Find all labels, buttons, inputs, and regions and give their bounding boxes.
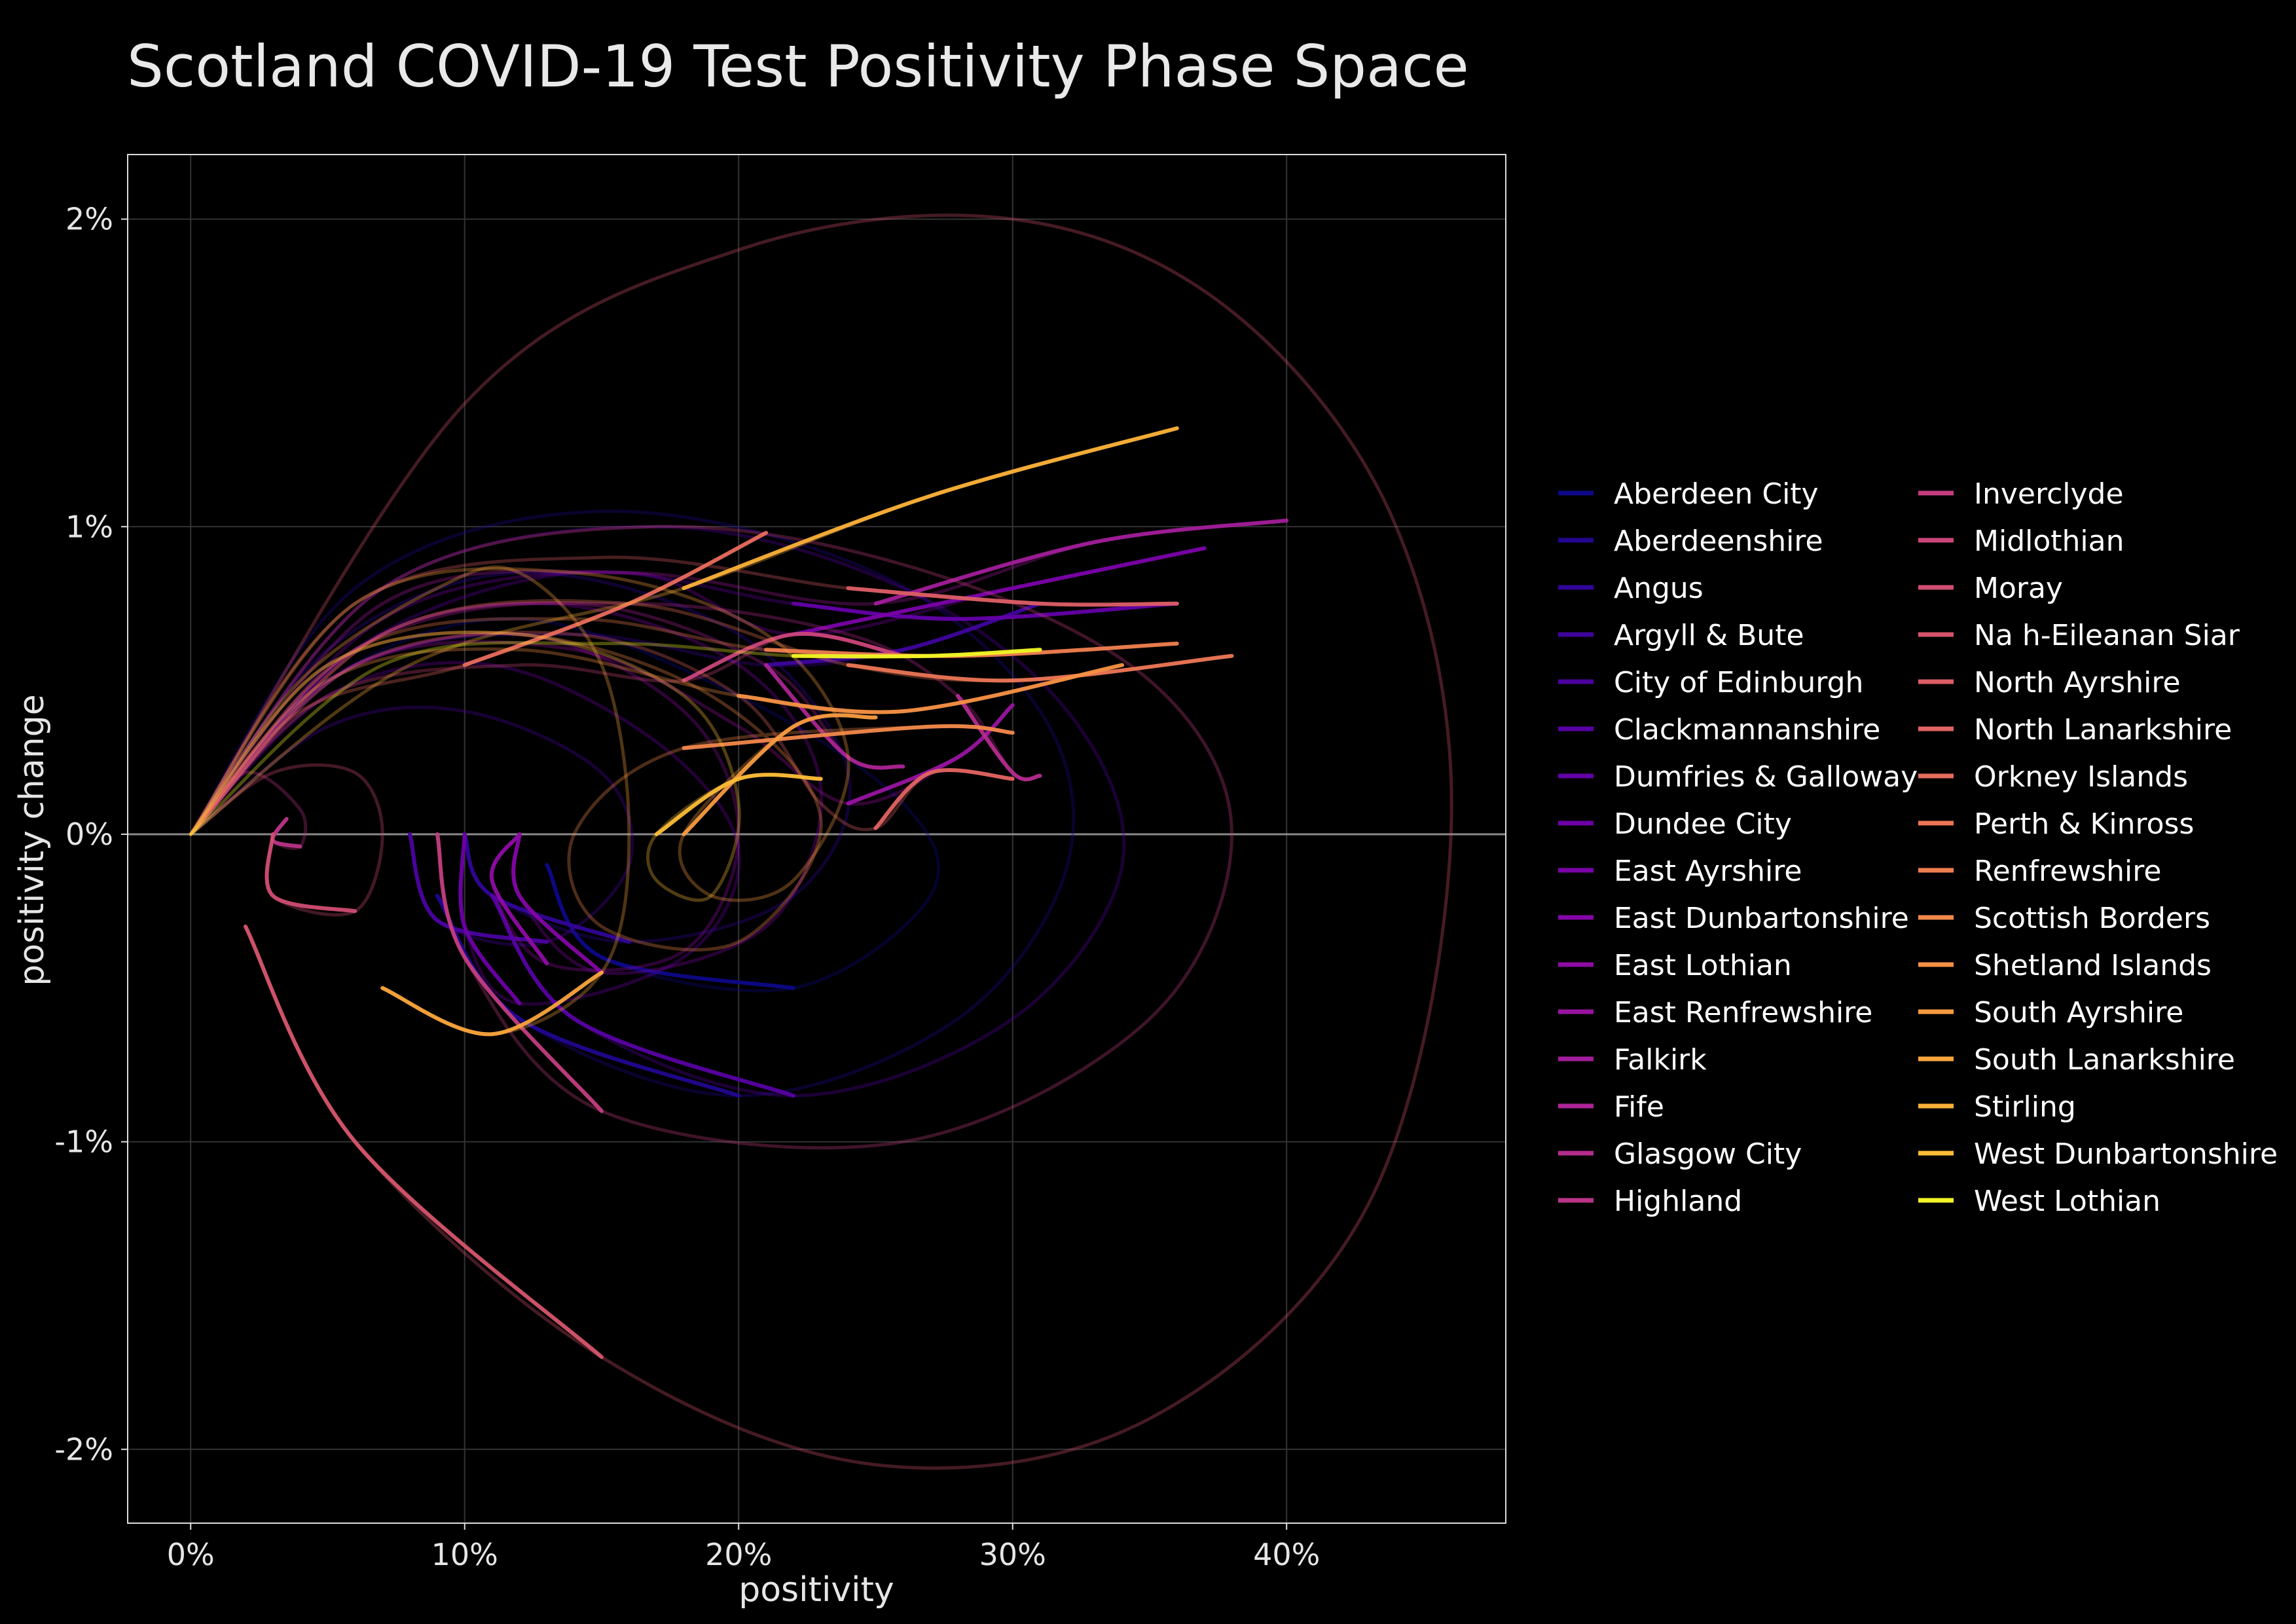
series-recent-midlothian bbox=[682, 631, 905, 683]
axis-ticks: 0% 10% 20% 30% 40% 2% 1% 0% -1% -2% bbox=[54, 202, 1320, 1572]
y-tick-label-4: -2% bbox=[54, 1431, 113, 1467]
legend-label-argyll-bute: Argyll & Bute bbox=[1614, 619, 1804, 652]
series-recent-stirling bbox=[682, 426, 1179, 591]
legend-label-south-ayrshire: South Ayrshire bbox=[1974, 996, 2183, 1029]
legend-label-clackmannanshire: Clackmannanshire bbox=[1614, 713, 1880, 747]
plot-panel-border bbox=[127, 154, 1506, 1524]
legend-label-falkirk: Falkirk bbox=[1614, 1043, 1707, 1077]
y-tick-label-1: 1% bbox=[65, 509, 113, 544]
series-recent-north-lanarkshire bbox=[873, 767, 1015, 830]
series-recent-perth-kinross bbox=[846, 654, 1234, 683]
series-recent-east-lothian bbox=[489, 832, 549, 966]
chart-title: Scotland COVID-19 Test Positivity Phase … bbox=[127, 33, 1469, 100]
series-line-north-lanarkshire bbox=[189, 631, 1015, 836]
legend-label-east-dunbartonshire: East Dunbartonshire bbox=[1614, 902, 1909, 935]
x-tick-label-3: 30% bbox=[979, 1537, 1046, 1572]
series-recent-na-h-eileanan-siar bbox=[244, 924, 604, 1359]
series-recent-city-of-edinburgh bbox=[408, 832, 549, 944]
series-line-glasgow-city bbox=[189, 601, 1042, 836]
series-line-west-dunbartonshire bbox=[189, 631, 823, 902]
legend-label-city-of-edinburgh: City of Edinburgh bbox=[1614, 666, 1863, 699]
series-line-clackmannanshire bbox=[189, 525, 1126, 1098]
series-recent-west-dunbartonshire bbox=[654, 773, 823, 836]
legend-label-midlothian: Midlothian bbox=[1974, 525, 2124, 558]
y-tick-label-0: 2% bbox=[65, 202, 113, 237]
legend-label-na-h-eileanan-siar: Na h-Eileanan Siar bbox=[1974, 619, 2240, 652]
legend-label-dumfries-galloway: Dumfries & Galloway bbox=[1614, 760, 1918, 794]
grid-lines bbox=[128, 155, 1506, 1523]
legend-label-aberdeenshire: Aberdeenshire bbox=[1614, 525, 1823, 558]
series-line-angus bbox=[189, 571, 852, 944]
legend[interactable]: Aberdeen City Aberdeenshire Angus Argyll & … bbox=[1558, 477, 2278, 1218]
legend-label-renfrewshire: Renfrewshire bbox=[1974, 855, 2161, 888]
legend-label-north-ayrshire: North Ayrshire bbox=[1974, 666, 2181, 699]
series-line-aberdeen-city bbox=[189, 617, 941, 993]
legend-label-east-lothian: East Lothian bbox=[1614, 949, 1792, 982]
series-recent-north-ayrshire bbox=[846, 586, 1179, 607]
series-line-dundee-city bbox=[189, 661, 741, 1006]
legend-label-fife: Fife bbox=[1614, 1090, 1664, 1124]
legend-label-scottish-borders: Scottish Borders bbox=[1974, 902, 2210, 935]
legend-label-perth-kinross: Perth & Kinross bbox=[1974, 807, 2194, 841]
series-recent-east-dunbartonshire bbox=[511, 832, 604, 975]
series-recent-orkney-islands bbox=[462, 530, 769, 667]
x-tick-label-2: 20% bbox=[705, 1537, 772, 1572]
series-recent-east-ayrshire bbox=[791, 546, 1207, 637]
series-line-south-lanarkshire bbox=[189, 565, 631, 1036]
series-line-aberdeenshire bbox=[189, 509, 1076, 1098]
legend-label-angus: Angus bbox=[1614, 572, 1704, 605]
series-recent-aberdeen-city bbox=[545, 862, 795, 990]
legend-label-highland: Highland bbox=[1614, 1185, 1742, 1218]
series-recent-glasgow-city bbox=[956, 693, 1042, 782]
y-axis-title: positivity change bbox=[12, 694, 52, 986]
legend-label-orkney-islands: Orkney Islands bbox=[1974, 760, 2188, 794]
legend-label-north-lanarkshire: North Lanarkshire bbox=[1974, 713, 2232, 747]
legend-label-dundee-city: Dundee City bbox=[1614, 807, 1792, 841]
series-line-na-h-eileanan-siar bbox=[189, 213, 1453, 1470]
series-recent-moray bbox=[264, 832, 357, 913]
series-recent-south-ayrshire bbox=[682, 713, 878, 836]
legend-label-west-dunbartonshire: West Dunbartonshire bbox=[1974, 1137, 2278, 1171]
legend-label-south-lanarkshire: South Lanarkshire bbox=[1974, 1043, 2235, 1077]
legend-label-shetland-islands: Shetland Islands bbox=[1974, 949, 2212, 982]
legend-label-east-renfrewshire: East Renfrewshire bbox=[1614, 996, 1872, 1029]
series-line-scottish-borders bbox=[189, 631, 1015, 952]
series-recent-east-renfrewshire bbox=[846, 703, 1015, 805]
series-recent-west-lothian bbox=[791, 648, 1042, 659]
series-recent-scottish-borders bbox=[682, 724, 1015, 750]
legend-label-moray: Moray bbox=[1974, 572, 2063, 605]
series-recent-fife bbox=[764, 663, 905, 770]
x-tick-label-4: 40% bbox=[1253, 1537, 1320, 1572]
legend-label-stirling: Stirling bbox=[1974, 1090, 2076, 1124]
x-tick-label-1: 10% bbox=[431, 1537, 498, 1572]
series-recent-dumfries-galloway bbox=[791, 601, 1179, 621]
series-recent-south-lanarkshire bbox=[380, 970, 604, 1037]
series-lines bbox=[189, 213, 1453, 1470]
legend-label-aberdeen-city: Aberdeen City bbox=[1614, 477, 1819, 511]
series-line-city-of-edinburgh bbox=[189, 705, 634, 947]
series-recent-falkirk bbox=[873, 518, 1289, 606]
y-tick-label-2: 0% bbox=[65, 817, 113, 852]
legend-label-west-lothian: West Lothian bbox=[1974, 1185, 2160, 1218]
x-axis-title: positivity bbox=[738, 1570, 894, 1610]
series-line-east-lothian bbox=[189, 631, 740, 972]
x-tick-label-0: 0% bbox=[167, 1537, 215, 1572]
series-recent-shetland-islands bbox=[737, 663, 1125, 714]
series-recent-dundee-city bbox=[458, 832, 522, 1006]
legend-label-glasgow-city: Glasgow City bbox=[1614, 1137, 1802, 1171]
legend-label-east-ayrshire: East Ayrshire bbox=[1614, 855, 1802, 888]
series-recent-inverclyde bbox=[435, 832, 604, 1113]
series-recent-clackmannanshire bbox=[490, 893, 795, 1098]
legend-label-inverclyde: Inverclyde bbox=[1974, 477, 2124, 511]
series-recent-angus bbox=[462, 832, 631, 944]
series-line-inverclyde bbox=[189, 525, 1233, 1150]
y-tick-label-3: -1% bbox=[54, 1124, 113, 1160]
series-line-south-ayrshire bbox=[189, 567, 877, 902]
